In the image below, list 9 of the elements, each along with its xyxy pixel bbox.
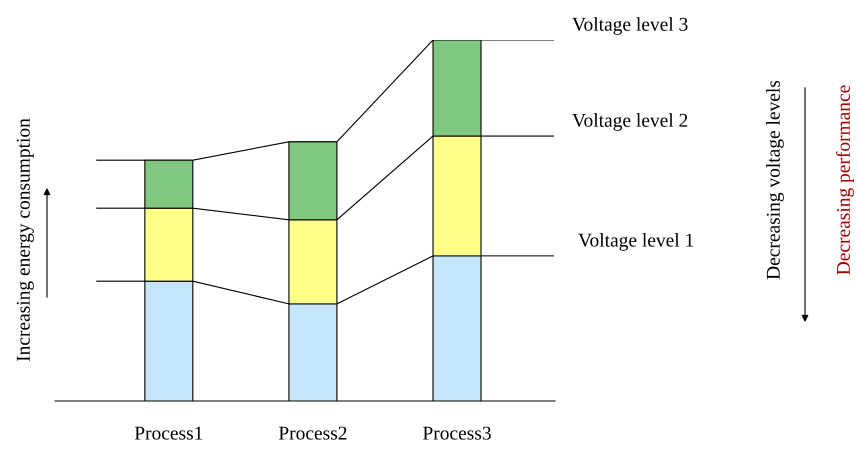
x-tick-label: Process2 (278, 426, 346, 440)
text: Decreasing performance (836, 85, 854, 275)
x-tick-label: Process3 (423, 426, 491, 440)
y-axis-title: Increasing energy consumption (16, 118, 34, 362)
text: Decreasing voltage levels (766, 80, 784, 280)
text: Voltage level 2 (572, 113, 688, 131)
text: Voltage level 3 (572, 17, 688, 35)
text: Voltage level 1 (578, 233, 694, 251)
x-tick-label: Process1 (134, 426, 202, 440)
